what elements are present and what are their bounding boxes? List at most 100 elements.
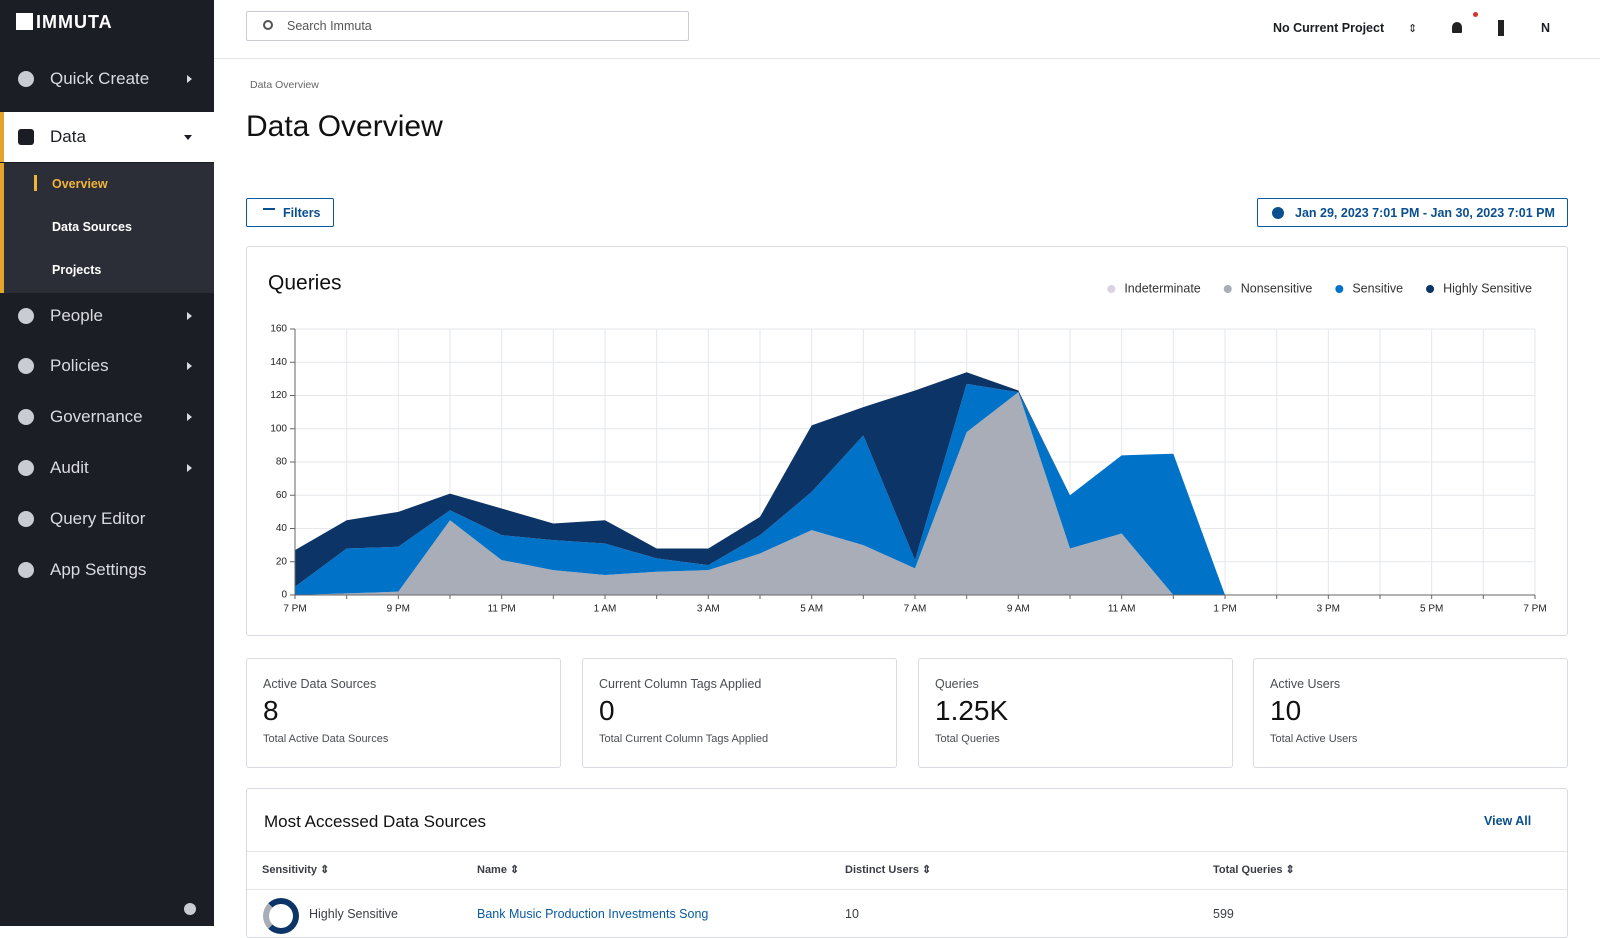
x-tick-label: 3 PM	[1317, 604, 1340, 615]
nav-label: Query Editor	[50, 509, 146, 528]
nav-item[interactable]: Query Editor	[0, 494, 214, 544]
area	[295, 392, 1535, 595]
filters-button[interactable]: Filters	[246, 198, 334, 227]
date-range-button[interactable]: Jan 29, 2023 7:01 PM - Jan 30, 2023 7:01…	[1257, 198, 1568, 227]
header: Search Immuta No Current Project ⇕ N	[214, 0, 1600, 59]
nav-item[interactable]: Data	[0, 112, 214, 162]
filter-icon	[263, 208, 275, 210]
legend-marker	[1426, 285, 1435, 293]
stat-value: 1.25K	[935, 695, 1009, 726]
stat-card: Queries 1.25K Total Queries	[918, 658, 1233, 768]
nav-item[interactable]: Policies	[0, 341, 214, 391]
date-range: Jan 29, 2023 7:01 PM - Jan 30, 2023 7:01…	[1295, 205, 1555, 220]
stat-label: Active Data Sources	[263, 677, 377, 691]
x-tick-label: 7 PM	[1523, 604, 1546, 615]
area	[295, 372, 1535, 595]
nav-item[interactable]: Quick Create	[0, 54, 214, 104]
x-tick-label: 3 AM	[697, 604, 720, 615]
stat-label: Current Column Tags Applied	[599, 677, 762, 691]
view-all-link[interactable]: View All	[1484, 814, 1532, 828]
search-placeholder: Search Immuta	[287, 19, 372, 33]
column-header[interactable]: Total Queries ⇕	[1213, 864, 1295, 876]
notification-dot	[1473, 12, 1478, 17]
y-tick-label: 100	[270, 423, 287, 434]
user-menu[interactable]: N	[1541, 21, 1551, 35]
legend-marker	[1335, 285, 1344, 293]
column-header[interactable]: Distinct Users ⇕	[845, 864, 932, 876]
nav-subitem[interactable]: Projects	[52, 263, 102, 277]
filters-label: Filters	[283, 205, 321, 220]
nav-arrow	[187, 362, 192, 370]
divider	[247, 889, 1567, 890]
nav-item[interactable]: App Settings	[0, 545, 214, 595]
table-cell: 10	[845, 907, 859, 921]
table-title: Most Accessed Data Sources	[264, 812, 487, 831]
stat-card: Current Column Tags Applied 0 Total Curren…	[582, 658, 897, 768]
x-tick-label: 5 PM	[1420, 604, 1443, 615]
x-tick-label: 7 AM	[904, 604, 927, 615]
collapse-button[interactable]	[184, 903, 196, 915]
stat-caption: Total Active Data Sources	[263, 733, 389, 745]
search-icon	[263, 20, 273, 30]
y-tick-label: 160	[270, 324, 287, 335]
nav-label: Audit	[50, 458, 89, 477]
nav-item[interactable]: People	[0, 291, 214, 341]
logo-mark	[16, 13, 33, 30]
stat-value: 8	[263, 695, 279, 726]
nav-label: App Settings	[50, 560, 147, 579]
x-tick-label: 9 AM	[1007, 604, 1030, 615]
nav-item[interactable]: Governance	[0, 392, 214, 442]
nav-arrow	[187, 413, 192, 421]
y-tick-label: 0	[281, 590, 287, 601]
nav-icon	[18, 562, 34, 578]
y-tick-label: 60	[276, 490, 288, 501]
nav-icon	[18, 358, 34, 374]
clock-icon	[1272, 207, 1284, 219]
x-tick-label: 11 PM	[488, 604, 516, 615]
project-selector[interactable]: No Current Project	[1273, 21, 1385, 35]
nav-label: Data	[50, 127, 86, 146]
stat-value: 10	[1270, 695, 1302, 726]
y-tick-label: 120	[270, 390, 287, 401]
nav-icon	[18, 460, 34, 476]
table-cell: Highly Sensitive	[309, 907, 398, 921]
chart-card: Queries 0 20 40 60 80 100 120 140 160 7 PM 9 PM 11 …	[246, 246, 1568, 636]
stat-card: Active Users 10 Total Active Users	[1253, 658, 1568, 768]
legend-label: Sensitive	[1352, 281, 1403, 295]
nav-item[interactable]: Audit	[0, 443, 214, 493]
nav-subitem[interactable]: Data Sources	[52, 220, 132, 234]
search-box[interactable]: Search Immuta	[246, 11, 689, 41]
nav-label: People	[50, 306, 103, 325]
data-source-link[interactable]: Bank Music Production Investments Song	[477, 907, 709, 921]
nav-subitem[interactable]: Overview	[52, 177, 108, 191]
sensitivity-icon	[263, 898, 299, 934]
breadcrumb[interactable]: Data Overview	[250, 79, 319, 91]
nav-icon	[18, 71, 34, 87]
divider	[247, 851, 1567, 852]
chart: Queries 0 20 40 60 80 100 120 140 160 7 PM 9 PM 11 …	[268, 272, 1547, 615]
nav-arrow	[187, 464, 192, 472]
nav-arrow	[184, 134, 192, 140]
nav-label: Quick Create	[50, 69, 150, 88]
legend-label: Indeterminate	[1124, 281, 1200, 295]
nav-icon	[18, 511, 34, 527]
chart-title: Queries	[268, 272, 342, 295]
stat-caption: Total Queries	[935, 733, 1000, 745]
nav-label: Governance	[50, 407, 143, 426]
nav-icon	[18, 129, 34, 145]
notifications[interactable]	[1452, 22, 1462, 33]
stat-label: Active Users	[1270, 677, 1341, 691]
x-tick-label: 1 AM	[594, 604, 617, 615]
nav-icon	[18, 409, 34, 425]
column-header[interactable]: Name ⇕	[477, 864, 520, 876]
status-icon[interactable]	[1498, 20, 1504, 36]
legend-marker	[1107, 285, 1116, 293]
column-header[interactable]: Sensitivity ⇕	[262, 864, 330, 876]
nav-arrow	[187, 312, 192, 320]
x-tick-label: 5 AM	[800, 604, 823, 615]
legend-label: Highly Sensitive	[1443, 281, 1532, 295]
nav-arrow	[187, 75, 192, 83]
project-toggle[interactable]: ⇕	[1408, 23, 1418, 35]
y-tick-label: 140	[270, 357, 287, 368]
